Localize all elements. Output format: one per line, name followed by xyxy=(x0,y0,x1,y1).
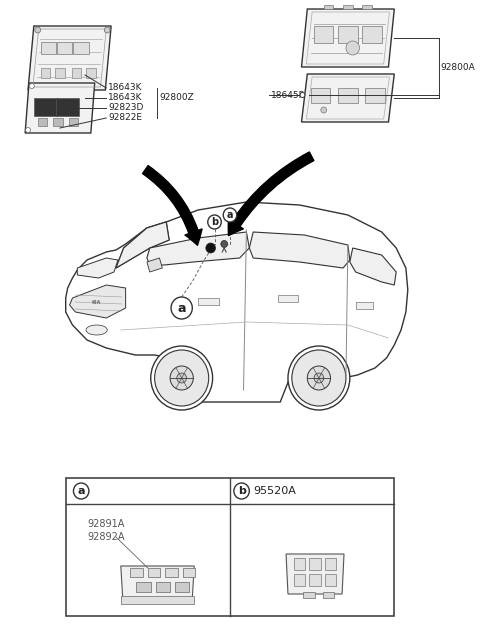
Bar xyxy=(323,592,335,598)
Text: 92823D: 92823D xyxy=(108,104,144,113)
Polygon shape xyxy=(38,118,48,126)
Polygon shape xyxy=(338,26,358,43)
Circle shape xyxy=(170,366,193,390)
Circle shape xyxy=(29,84,34,89)
Text: 18643K: 18643K xyxy=(108,94,143,103)
Polygon shape xyxy=(41,42,56,54)
Polygon shape xyxy=(41,68,50,78)
Polygon shape xyxy=(286,554,344,594)
Bar xyxy=(294,574,305,586)
Polygon shape xyxy=(55,68,65,78)
FancyArrowPatch shape xyxy=(228,152,314,235)
Polygon shape xyxy=(147,258,162,272)
Polygon shape xyxy=(338,88,358,103)
Circle shape xyxy=(208,215,221,229)
Polygon shape xyxy=(311,88,331,103)
Circle shape xyxy=(223,208,237,222)
Polygon shape xyxy=(73,42,89,54)
Circle shape xyxy=(151,346,213,410)
Bar xyxy=(309,558,321,570)
Bar xyxy=(121,596,194,604)
Circle shape xyxy=(155,350,209,406)
Text: a: a xyxy=(227,210,233,220)
FancyArrowPatch shape xyxy=(143,166,202,246)
Bar xyxy=(175,582,190,592)
Polygon shape xyxy=(314,26,334,43)
Bar xyxy=(156,582,170,592)
Text: a: a xyxy=(178,301,186,315)
Text: 18645F: 18645F xyxy=(271,91,304,99)
Bar xyxy=(324,558,336,570)
Circle shape xyxy=(221,241,228,248)
Text: a: a xyxy=(77,486,85,496)
Polygon shape xyxy=(34,98,57,116)
Bar xyxy=(183,568,195,577)
Bar xyxy=(324,574,336,586)
Polygon shape xyxy=(121,566,194,598)
Bar xyxy=(66,478,394,616)
Bar xyxy=(294,558,305,570)
Circle shape xyxy=(292,350,346,406)
Polygon shape xyxy=(365,88,384,103)
Circle shape xyxy=(321,107,326,113)
Text: 92891A: 92891A xyxy=(87,519,124,529)
Bar xyxy=(198,298,219,305)
Circle shape xyxy=(234,483,249,499)
Bar xyxy=(165,568,178,577)
Polygon shape xyxy=(350,248,396,285)
Polygon shape xyxy=(301,74,394,122)
Polygon shape xyxy=(147,232,249,265)
Circle shape xyxy=(288,346,350,410)
Polygon shape xyxy=(324,5,334,9)
Circle shape xyxy=(206,243,216,253)
Bar xyxy=(136,582,151,592)
Polygon shape xyxy=(343,5,353,9)
Circle shape xyxy=(177,373,187,383)
Bar xyxy=(278,295,298,302)
Polygon shape xyxy=(249,232,350,268)
Circle shape xyxy=(73,483,89,499)
Text: 92800Z: 92800Z xyxy=(159,94,194,103)
Polygon shape xyxy=(116,222,169,268)
Polygon shape xyxy=(66,202,408,402)
Circle shape xyxy=(300,92,305,97)
Circle shape xyxy=(171,297,192,319)
Circle shape xyxy=(307,366,331,390)
Polygon shape xyxy=(72,68,81,78)
Polygon shape xyxy=(86,68,96,78)
Circle shape xyxy=(35,27,41,33)
Text: 92822E: 92822E xyxy=(108,113,142,123)
Polygon shape xyxy=(56,98,79,116)
Bar xyxy=(148,568,160,577)
Polygon shape xyxy=(70,285,126,318)
Bar xyxy=(303,592,315,598)
Polygon shape xyxy=(57,42,72,54)
Text: 92800A: 92800A xyxy=(441,63,475,73)
Text: 95520A: 95520A xyxy=(253,486,296,496)
Polygon shape xyxy=(362,26,382,43)
Polygon shape xyxy=(77,258,118,278)
Bar xyxy=(131,568,143,577)
Polygon shape xyxy=(25,83,95,133)
Polygon shape xyxy=(362,5,372,9)
Circle shape xyxy=(346,41,360,55)
Bar xyxy=(309,574,321,586)
Polygon shape xyxy=(116,222,169,268)
Bar xyxy=(356,302,373,309)
Text: KIA: KIA xyxy=(92,299,101,304)
Polygon shape xyxy=(28,26,111,90)
Circle shape xyxy=(314,373,324,383)
Circle shape xyxy=(25,127,30,132)
Polygon shape xyxy=(301,9,394,67)
Text: b: b xyxy=(238,486,246,496)
Text: 92892A: 92892A xyxy=(87,532,124,542)
Text: 18643K: 18643K xyxy=(108,84,143,92)
Polygon shape xyxy=(53,118,63,126)
Text: b: b xyxy=(211,217,218,227)
Circle shape xyxy=(104,27,110,33)
Ellipse shape xyxy=(86,325,107,335)
Polygon shape xyxy=(69,118,78,126)
